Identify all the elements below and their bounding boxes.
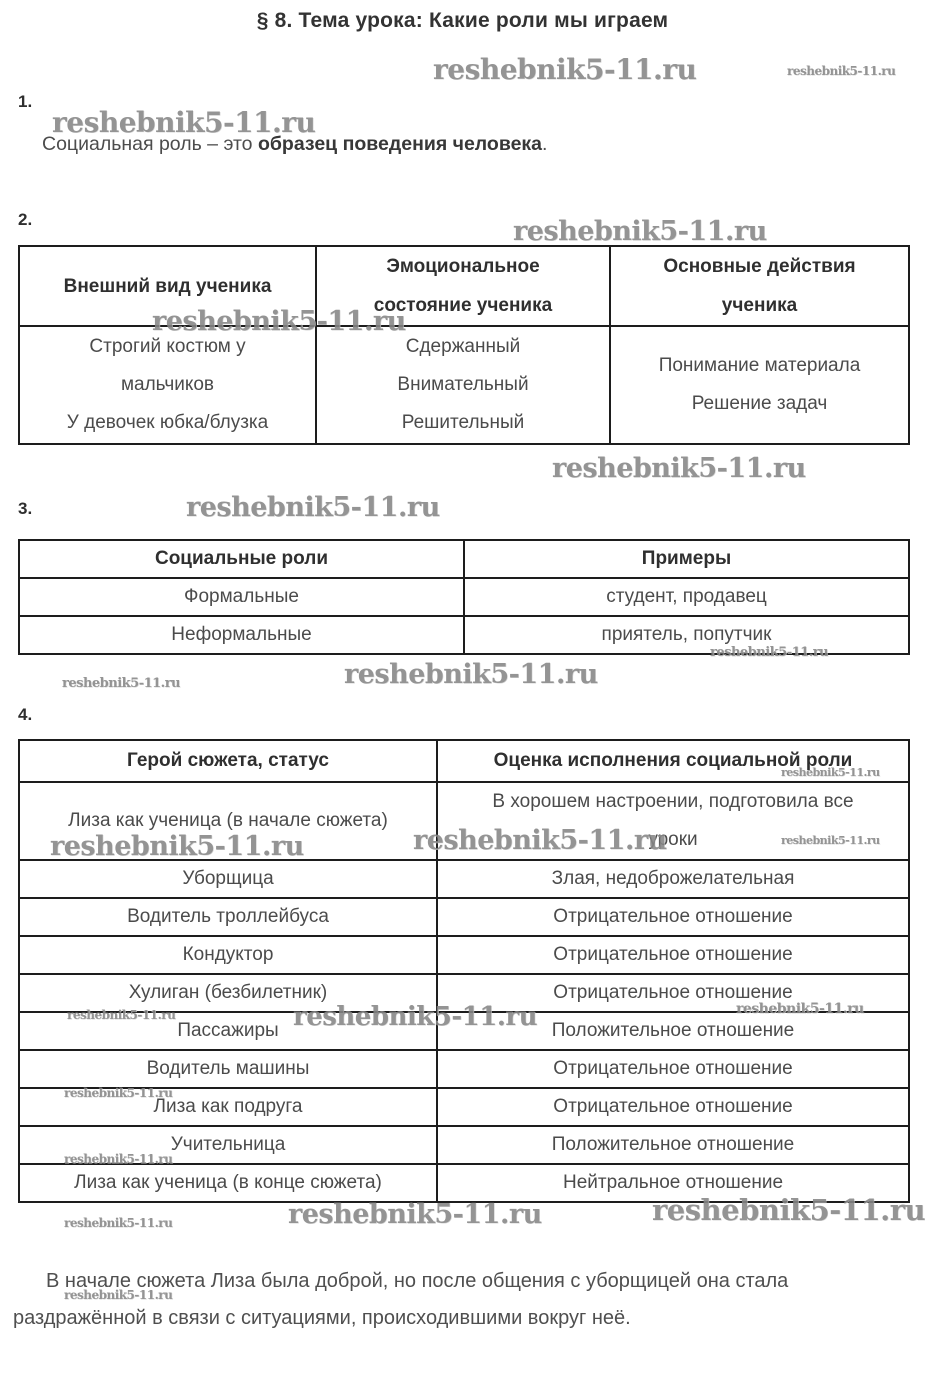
definition-sentence: Социальная роль – это образец поведения … <box>42 133 547 156</box>
header-cell: Оценка исполнения социальной роли <box>436 739 910 783</box>
social-roles-table: Социальные роли Примеры Формальные студе… <box>18 539 910 655</box>
table-cell: Отрицательное отношение <box>436 935 910 975</box>
definition-bold-text: образец поведения человека <box>257 133 543 155</box>
table-cell: Положительное отношение <box>436 1011 910 1051</box>
watermark: reshebnik5-11.ru <box>433 53 697 86</box>
header-cell: Внешний вид ученика <box>18 245 317 327</box>
table-cell: Формальные <box>18 577 465 617</box>
table-cell: Положительное отношение <box>436 1125 910 1165</box>
table-row: Кондуктор Отрицательное отношение <box>18 935 910 975</box>
section-number-1: 1. <box>18 92 33 111</box>
table-cell: Нейтральное отношение <box>436 1163 910 1203</box>
section-number-2: 2. <box>18 210 33 229</box>
watermark: reshebnik5-11.ru <box>344 659 598 690</box>
header-cell: Герой сюжета, статус <box>18 739 438 783</box>
table-row: Уборщица Злая, недоброжелательная <box>18 859 910 899</box>
table-cell: Водитель машины <box>18 1049 438 1089</box>
table-cell: Отрицательное отношение <box>436 897 910 937</box>
table-cell: Водитель троллейбуса <box>18 897 438 937</box>
table-cell: В хорошем настроении, подготовила все ур… <box>436 781 910 861</box>
table-cell: Хулиган (безбилетник) <box>18 973 438 1013</box>
watermark: reshebnik5-11.ru <box>62 676 181 691</box>
header-cell: Примеры <box>463 539 910 579</box>
table-row: Водитель машины Отрицательное отношение <box>18 1049 910 1089</box>
table-cell: Лиза как ученица (в конце сюжета) <box>18 1163 438 1203</box>
table-row: Лиза как ученица (в конце сюжета) Нейтра… <box>18 1163 910 1203</box>
table-cell: Понимание материала Решение задач <box>609 325 910 445</box>
table-row: Строгий костюм у мальчиков У девочек юбк… <box>18 325 910 445</box>
table-header-row: Социальные роли Примеры <box>18 539 910 579</box>
table-header-row: Герой сюжета, статус Оценка исполнения с… <box>18 739 910 783</box>
definition-regular-text: Социальная роль – это <box>42 133 258 155</box>
table-cell: Сдержанный Внимательный Решительный <box>315 325 611 445</box>
section-number-4: 4. <box>18 705 33 724</box>
definition-period: . <box>542 133 548 155</box>
table-header-row: Внешний вид ученика Эмоциональное состоя… <box>18 245 910 327</box>
table-cell: Отрицательное отношение <box>436 1049 910 1089</box>
table-row: Лиза как ученица (в начале сюжета) В хор… <box>18 781 910 861</box>
header-cell: Социальные роли <box>18 539 465 579</box>
table-cell: Отрицательное отношение <box>436 1087 910 1127</box>
table-cell: Злая, недоброжелательная <box>436 859 910 899</box>
watermark: reshebnik5-11.ru <box>64 1216 173 1230</box>
closing-paragraph: В начале сюжета Лиза была доброй, но пос… <box>13 1270 789 1329</box>
table-cell: студент, продавец <box>463 577 910 617</box>
table-cell: Уборщица <box>18 859 438 899</box>
section-number-3: 3. <box>18 499 33 518</box>
table-cell: Кондуктор <box>18 935 438 975</box>
watermark: reshebnik5-11.ru <box>513 216 767 247</box>
watermark: reshebnik5-11.ru <box>288 1199 542 1230</box>
watermark: reshebnik5-11.ru <box>186 492 440 523</box>
header-cell: Основные действия ученика <box>609 245 910 327</box>
table-cell: Неформальные <box>18 615 465 655</box>
table-cell: Строгий костюм у мальчиков У девочек юбк… <box>18 325 317 445</box>
table-row: Лиза как подруга Отрицательное отношение <box>18 1087 910 1127</box>
watermark: reshebnik5-11.ru <box>552 453 806 484</box>
table-row: Водитель троллейбуса Отрицательное отнош… <box>18 897 910 937</box>
table-cell: Лиза как подруга <box>18 1087 438 1127</box>
student-appearance-table: Внешний вид ученика Эмоциональное состоя… <box>18 245 910 445</box>
table-row: Учительница Положительное отношение <box>18 1125 910 1165</box>
page-title: § 8. Тема урока: Какие роли мы играем <box>256 9 669 32</box>
table-row: Пассажиры Положительное отношение <box>18 1011 910 1051</box>
table-cell: Отрицательное отношение <box>436 973 910 1013</box>
table-cell: Учительница <box>18 1125 438 1165</box>
table-cell: Пассажиры <box>18 1011 438 1051</box>
story-characters-table: Герой сюжета, статус Оценка исполнения с… <box>18 739 910 1203</box>
table-row: Неформальные приятель, попутчик <box>18 615 910 655</box>
table-row: Хулиган (безбилетник) Отрицательное отно… <box>18 973 910 1013</box>
table-cell: Лиза как ученица (в начале сюжета) <box>18 781 438 861</box>
header-cell: Эмоциональное состояние ученика <box>315 245 611 327</box>
table-row: Формальные студент, продавец <box>18 577 910 617</box>
table-cell: приятель, попутчик <box>463 615 910 655</box>
watermark: reshebnik5-11.ru <box>787 64 896 78</box>
